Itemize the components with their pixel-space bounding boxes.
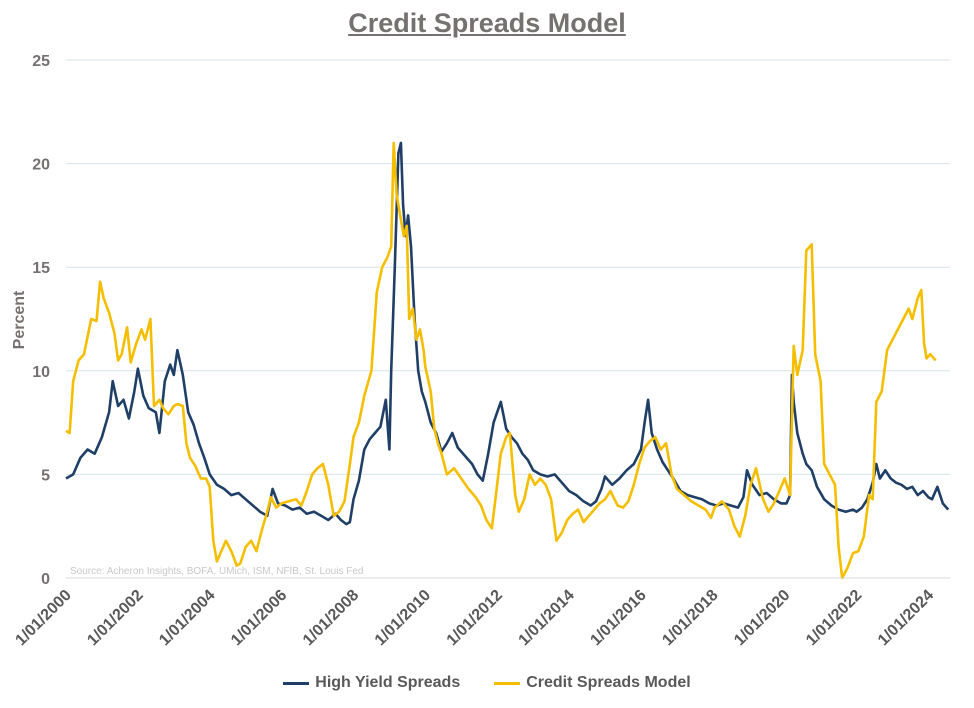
- x-tick-label-2008: 1/01/2008: [300, 587, 362, 649]
- x-tick-label-2014: 1/01/2014: [516, 587, 578, 649]
- y-axis-label: Percent: [11, 290, 28, 349]
- legend-label-high-yield: High Yield Spreads: [315, 674, 461, 691]
- y-tick-label-20: 20: [32, 157, 50, 174]
- y-axis-ticks: 0 5 10 15 20 25: [32, 53, 50, 588]
- y-tick-label-15: 15: [32, 260, 50, 277]
- legend: High Yield Spreads Credit Spreads Model: [0, 674, 974, 692]
- y-tick-label-0: 0: [41, 571, 50, 588]
- x-tick-label-2018: 1/01/2018: [659, 587, 721, 649]
- x-tick-label-2000: 1/01/2000: [12, 587, 74, 649]
- legend-swatch-high-yield: [283, 681, 310, 685]
- legend-item-high-yield: High Yield Spreads: [283, 674, 460, 692]
- y-tick-label-25: 25: [32, 53, 50, 70]
- legend-item-model: Credit Spreads Model: [494, 674, 691, 692]
- x-axis-ticks: 1/01/2000 1/01/2002 1/01/2004 1/01/2006 1/01…: [12, 587, 937, 649]
- x-tick-label-2022: 1/01/2022: [803, 587, 865, 649]
- x-tick-label-2024: 1/01/2024: [875, 587, 937, 649]
- legend-label-model: Credit Spreads Model: [526, 674, 691, 691]
- x-tick-label-2012: 1/01/2012: [444, 587, 506, 649]
- legend-swatch-model: [494, 681, 521, 685]
- x-tick-label-2002: 1/01/2002: [84, 587, 146, 649]
- y-tick-label-5: 5: [41, 467, 50, 484]
- series-line-credit-spreads-model: [65, 141, 937, 580]
- gridlines: [66, 59, 950, 475]
- series-line-high-yield-spreads: [65, 141, 950, 526]
- x-tick-label-2004: 1/01/2004: [156, 587, 218, 649]
- x-tick-label-2006: 1/01/2006: [228, 587, 290, 649]
- x-tick-label-2010: 1/01/2010: [372, 587, 434, 649]
- y-tick-label-10: 10: [32, 364, 50, 381]
- x-tick-label-2016: 1/01/2016: [587, 587, 649, 649]
- x-tick-label-2020: 1/01/2020: [731, 587, 793, 649]
- series-lines: [65, 141, 950, 580]
- chart-title: Credit Spreads Model: [348, 8, 626, 38]
- source-note: Source: Acheron Insights, BOFA, UMich, I…: [70, 566, 363, 577]
